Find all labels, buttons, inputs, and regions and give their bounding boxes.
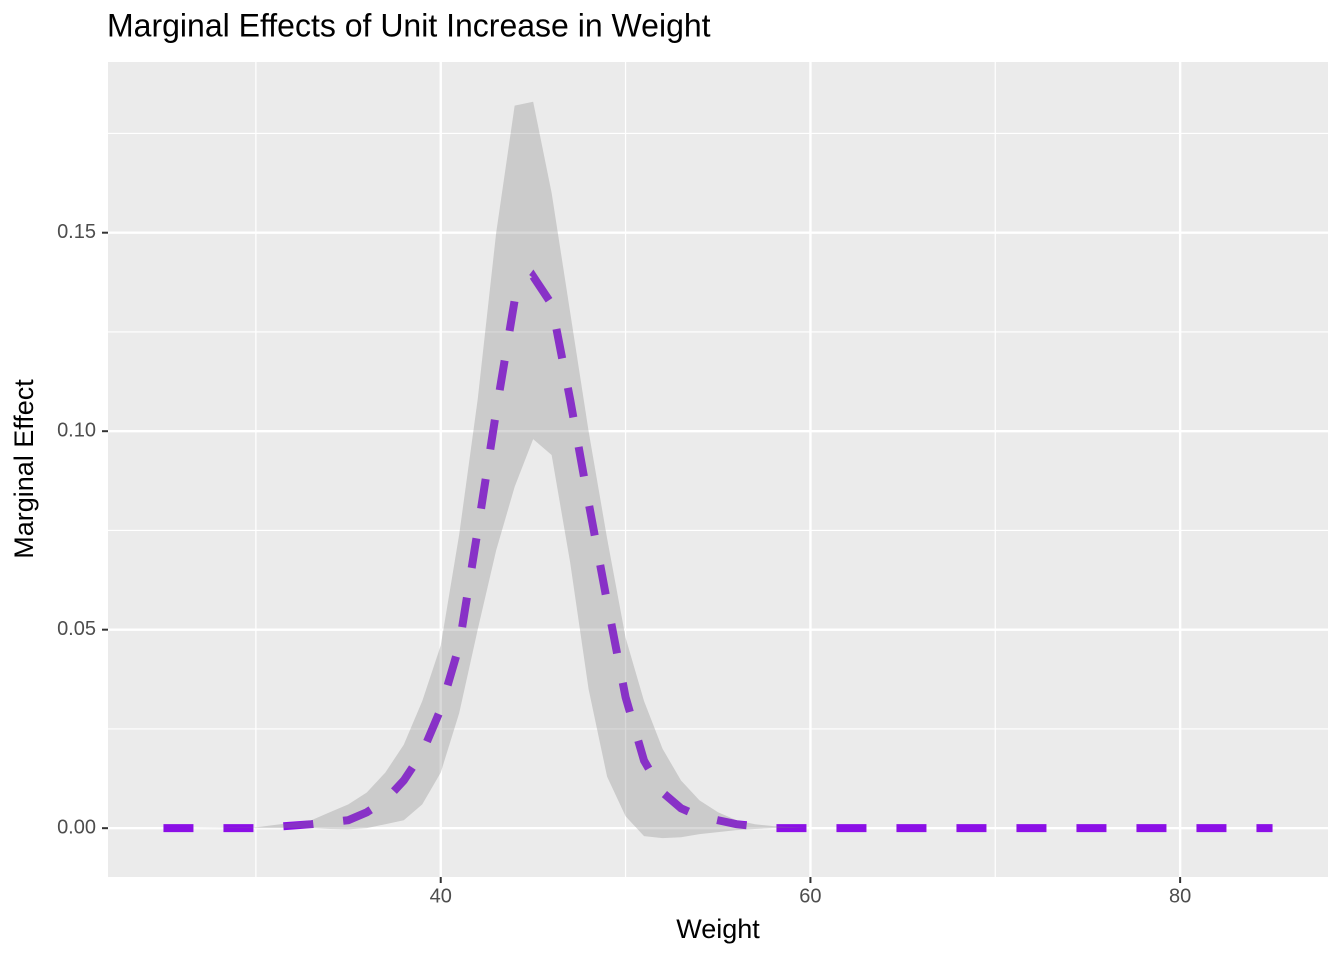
chart-title: Marginal Effects of Unit Increase in Wei… (107, 7, 711, 43)
plot-panel (108, 62, 1328, 877)
line (163, 269, 1273, 833)
y-tick-label: 0.00 (57, 816, 96, 838)
x-tick-label: 80 (1169, 885, 1191, 907)
x-tick-label: 40 (430, 885, 452, 907)
y-tick-label: 0.15 (57, 221, 96, 243)
y-axis-title: Marginal Effect (9, 379, 39, 559)
y-tick-label: 0.10 (57, 419, 96, 441)
x-tick-label: 60 (799, 885, 821, 907)
y-tick-label: 0.05 (57, 618, 96, 640)
confidence-band (163, 101, 1273, 839)
x-axis-title: Weight (676, 914, 760, 944)
